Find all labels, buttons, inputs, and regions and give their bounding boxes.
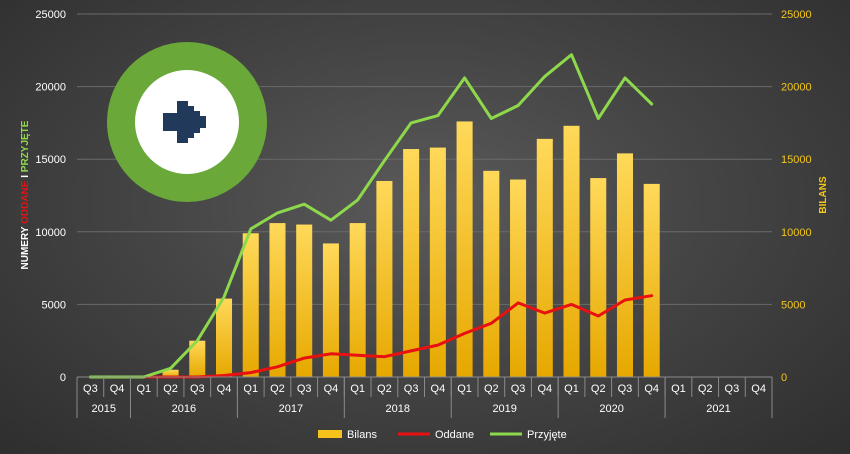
axes: 0 5000 10000 15000 20000 25000 0 5000 10000 15000…: [35, 9, 812, 418]
year-tick-label: 2018: [386, 403, 410, 415]
legend-label-oddane: Oddane: [435, 429, 474, 441]
right-axis-title: BILANS: [818, 176, 829, 214]
legend-item-przyjete: Przyjęte: [490, 429, 567, 441]
legend-swatch-bilans: [318, 430, 342, 438]
year-tick-label: 2017: [279, 403, 303, 415]
legend-label-przyjete: Przyjęte: [527, 429, 567, 441]
legend-item-bilans: Bilans: [318, 429, 377, 441]
bilans-bars: [162, 121, 660, 377]
right-tick-label: 20000: [781, 82, 812, 94]
legend-item-oddane: Oddane: [398, 429, 474, 441]
bilans-bar: [536, 138, 553, 377]
bilans-bar: [322, 243, 339, 377]
bilans-bar: [403, 149, 420, 377]
quarter-tick-label: Q4: [431, 383, 446, 395]
year-tick-label: 2020: [599, 403, 623, 415]
quarter-tick-label: Q1: [671, 383, 686, 395]
quarter-tick-label: Q4: [751, 383, 766, 395]
quarter-tick-label: Q3: [190, 383, 205, 395]
bilans-bar: [643, 183, 660, 377]
bilans-bar: [563, 125, 580, 377]
bilans-bar: [189, 340, 206, 377]
left-axis-title-part: I: [20, 172, 31, 180]
arrow-right-icon: [163, 101, 206, 143]
quarter-tick-label: Q4: [537, 383, 552, 395]
quarter-tick-label: Q4: [217, 383, 232, 395]
left-tick-label: 25000: [35, 9, 66, 21]
quarter-tick-label: Q1: [243, 383, 258, 395]
left-axis-title-part: PRZYJĘTE: [20, 120, 31, 172]
left-tick-label: 0: [60, 372, 66, 384]
bilans-bar: [483, 170, 500, 377]
arrow-right-logo: [107, 42, 267, 202]
left-axis-title-part: NUMERY: [20, 224, 31, 270]
quarter-tick-label: Q2: [484, 383, 499, 395]
left-tick-label: 20000: [35, 82, 66, 94]
year-tick-label: 2019: [492, 403, 516, 415]
year-tick-label: 2016: [172, 403, 196, 415]
quarter-tick-label: Q2: [270, 383, 285, 395]
quarter-tick-label: Q4: [644, 383, 659, 395]
quarter-tick-label: Q4: [324, 383, 339, 395]
quarter-tick-label: Q2: [163, 383, 178, 395]
quarter-tick-label: Q3: [83, 383, 98, 395]
bilans-bar: [242, 233, 259, 377]
right-tick-label: 10000: [781, 227, 812, 239]
quarter-tick-label: Q1: [457, 383, 472, 395]
right-tick-label: 5000: [781, 299, 805, 311]
bilans-bar: [376, 180, 393, 377]
quarter-tick-label: Q1: [136, 383, 151, 395]
right-tick-label: 0: [781, 372, 787, 384]
left-axis-title: NUMERY ODDANE I PRZYJĘTE: [20, 120, 31, 269]
left-tick-label: 10000: [35, 227, 66, 239]
quarter-tick-label: Q3: [511, 383, 526, 395]
quarter-tick-label: Q2: [698, 383, 713, 395]
bilans-bar: [590, 178, 607, 377]
quarter-tick-label: Q1: [564, 383, 579, 395]
left-axis-title-part: ODDANE: [20, 180, 31, 224]
left-tick-label: 15000: [35, 154, 66, 166]
quarter-tick-label: Q2: [591, 383, 606, 395]
right-tick-label: 25000: [781, 9, 812, 21]
left-tick-label: 5000: [42, 299, 66, 311]
bilans-bar: [216, 298, 233, 377]
year-tick-label: 2015: [91, 403, 115, 415]
quarter-tick-label: Q3: [618, 383, 633, 395]
bilans-bar: [456, 121, 473, 377]
bilans-bar: [616, 153, 633, 377]
quarter-tick-label: Q3: [404, 383, 419, 395]
year-tick-label: 2021: [706, 403, 730, 415]
right-tick-label: 15000: [781, 154, 812, 166]
quarter-tick-label: Q3: [297, 383, 312, 395]
quarter-tick-label: Q4: [110, 383, 125, 395]
bilans-bar: [429, 147, 446, 377]
legend: Bilans Oddane Przyjęte: [318, 429, 567, 441]
quarter-tick-label: Q3: [725, 383, 740, 395]
quarter-tick-label: Q1: [350, 383, 365, 395]
legend-label-bilans: Bilans: [347, 429, 377, 441]
bilans-bar: [510, 179, 527, 377]
bilans-bar: [269, 223, 286, 377]
przyjete-line: [88, 53, 654, 379]
bilans-bar: [296, 224, 313, 377]
bilans-bar: [349, 223, 366, 377]
quarter-tick-label: Q2: [377, 383, 392, 395]
bilans-bar: [162, 369, 179, 377]
